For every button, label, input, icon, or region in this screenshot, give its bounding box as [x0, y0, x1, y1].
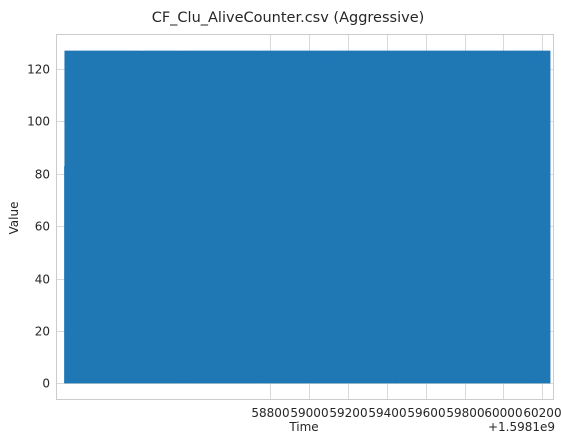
y-tick-label: 40: [35, 273, 50, 287]
plot-frame: [56, 34, 554, 400]
y-tick-label: 20: [35, 325, 50, 339]
x-axis-label: Time: [288, 420, 318, 434]
x-tick-label: 59400: [368, 406, 406, 420]
series-line: [64, 50, 551, 384]
y-tick-label: 0: [42, 377, 50, 391]
y-tick-label: 120: [27, 63, 50, 77]
x-tick-label: 59200: [329, 406, 367, 420]
x-tick-label: 59000: [290, 406, 328, 420]
y-tick-label: 100: [27, 115, 50, 129]
tick-labels: 0 20 40 60 80 100 120 58800 59000 59200 59400 59600…: [27, 63, 561, 421]
x-offset-label: +1.5981e9: [488, 420, 555, 434]
y-tick-label: 80: [35, 168, 50, 182]
chart-title: CF_Clu_AliveCounter.csv (Aggressive): [152, 10, 425, 26]
series-layer: [64, 50, 551, 384]
x-tick-label: 60200: [523, 406, 561, 420]
y-axis-label: Value: [7, 202, 21, 235]
x-tick-label: 60000: [484, 406, 522, 420]
x-tick-label: 59600: [407, 406, 445, 420]
x-tick-label: 58800: [251, 406, 289, 420]
y-tick-label: 60: [35, 220, 50, 234]
x-tick-label: 59800: [446, 406, 484, 420]
